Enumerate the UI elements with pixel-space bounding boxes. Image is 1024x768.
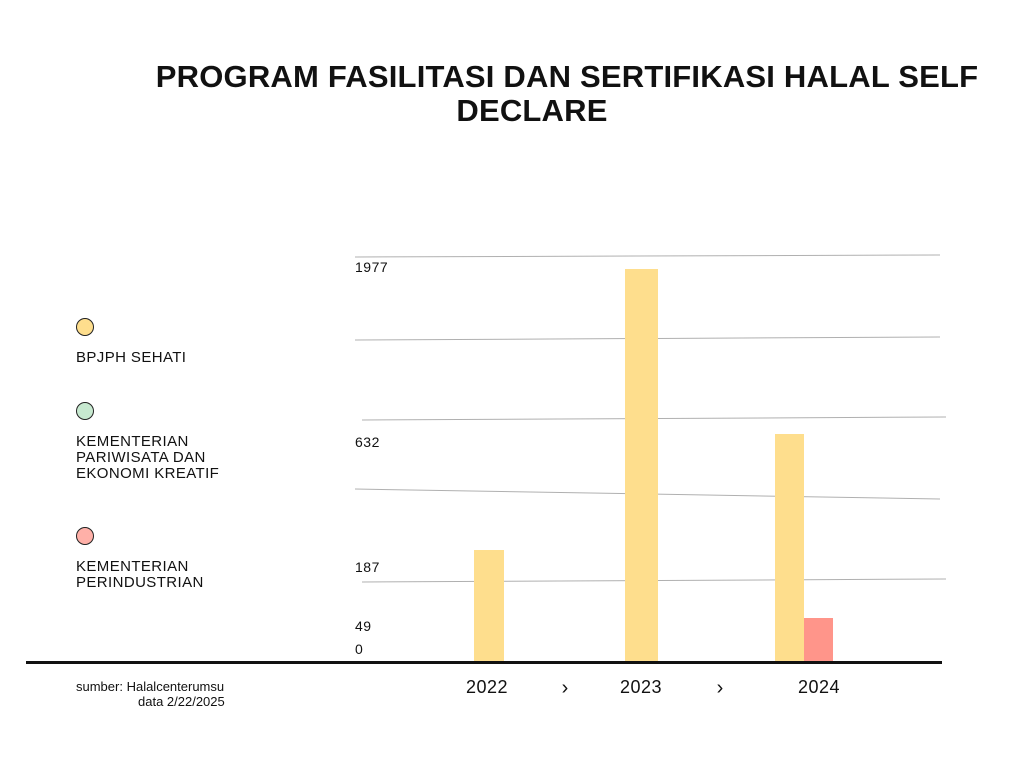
legend-item-bpjph: BPJPH SEHATI	[76, 318, 316, 366]
y-tick-label: 1977	[355, 259, 388, 275]
legend-swatch-bpjph	[76, 318, 94, 336]
bar-2024-series-0	[775, 434, 804, 661]
x-tick-label: 2024	[798, 677, 840, 697]
chevron-right-icon: ›	[562, 677, 569, 699]
y-axis-ticks: 0 49 187 632 1977	[355, 259, 388, 657]
bar-2022-series-0	[474, 550, 504, 661]
source-line-1: sumber: Halalcenterumsu	[76, 679, 225, 694]
legend-swatch-kemenperin	[76, 527, 94, 545]
chart-title: PROGRAM FASILITASI DAN SERTIFIKASI HALAL…	[60, 60, 1004, 128]
x-tick-label: 2023	[620, 677, 662, 697]
bars	[474, 269, 833, 661]
legend-label-kemenparekraf: KEMENTERIAN PARIWISATA DAN EKONOMI KREAT…	[76, 433, 220, 482]
legend-swatch-kemenparekraf	[76, 402, 94, 420]
legend-item-kemenperin: KEMENTERIAN PERINDUSTRIAN	[76, 527, 316, 591]
y-tick-label: 0	[355, 641, 363, 657]
legend-label-kemenperin: KEMENTERIAN PERINDUSTRIAN	[76, 558, 204, 591]
source-line-2: data 2/22/2025	[138, 694, 225, 709]
bar-2024-series-2	[804, 618, 833, 661]
grid-line	[354, 254, 941, 258]
x-tick-label: 2022	[466, 677, 508, 697]
x-axis-categories: 2022 2023 2024 › ›	[466, 677, 840, 699]
y-tick-label: 49	[355, 618, 372, 634]
chevron-right-icon: ›	[717, 677, 724, 699]
y-tick-label: 632	[355, 434, 380, 450]
bar-2023-series-0	[625, 269, 658, 661]
legend-item-kemenparekraf: KEMENTERIAN PARIWISATA DAN EKONOMI KREAT…	[76, 402, 316, 482]
legend-label-bpjph: BPJPH SEHATI	[76, 349, 187, 366]
source-note: sumber: Halalcenterumsu data 2/22/2025	[76, 679, 225, 709]
y-tick-label: 187	[355, 559, 380, 575]
chart-title-line-1: PROGRAM FASILITASI DAN SERTIFIKASI HALAL…	[155, 59, 979, 94]
chart-title-line-2: DECLARE	[456, 93, 608, 128]
